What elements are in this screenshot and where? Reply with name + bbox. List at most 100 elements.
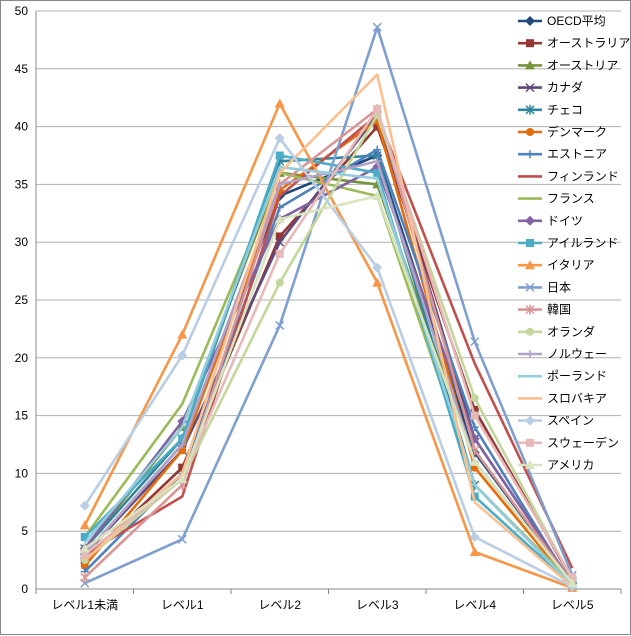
y-tick-label: 0 [21, 582, 28, 596]
data-point [177, 474, 188, 484]
data-point [372, 262, 383, 273]
data-point [274, 214, 285, 224]
data-point [79, 500, 90, 511]
legend-label: 日本 [547, 280, 571, 294]
series-line [83, 194, 574, 585]
data-point [470, 423, 479, 432]
data-point [372, 277, 383, 287]
data-point [275, 151, 284, 160]
data-point [275, 232, 284, 241]
series-line [83, 73, 574, 588]
legend-label: フィンランド [547, 169, 619, 183]
legend-label: デンマーク [547, 124, 607, 139]
data-point [373, 168, 382, 177]
data-point [80, 532, 89, 541]
legend-marker [525, 83, 535, 93]
x-tick-label: レベル1未満 [51, 598, 118, 612]
data-point [372, 190, 383, 200]
data-point [275, 237, 285, 247]
data-point [568, 573, 577, 582]
data-point [373, 145, 382, 154]
legend-label: スウェーデン [547, 435, 619, 450]
legend-marker [526, 350, 534, 358]
legend-label: アイルランド [547, 236, 618, 250]
legend-marker [526, 150, 534, 159]
data-point [178, 463, 187, 472]
legend-label: ポーランド [547, 369, 607, 383]
data-point [275, 278, 284, 287]
series-line [83, 165, 574, 584]
legend-label: スロバキア [547, 391, 607, 405]
data-point [470, 394, 479, 403]
y-tick-label: 50 [15, 4, 29, 18]
legend-marker [525, 104, 535, 115]
legend-marker [526, 128, 534, 136]
legend-label: オーストラリア [547, 36, 630, 50]
legend-label: フランス [547, 192, 595, 206]
legend-marker [526, 327, 534, 336]
series-line [83, 171, 574, 585]
data-point [470, 337, 480, 347]
legend-label: イタリア [547, 258, 595, 272]
data-point [373, 105, 382, 114]
y-tick-label: 30 [15, 235, 29, 249]
data-point [177, 329, 188, 339]
data-point [177, 350, 188, 361]
y-tick-label: 15 [15, 409, 29, 423]
data-point [373, 122, 382, 131]
legend-marker [525, 415, 535, 426]
data-point [274, 98, 285, 108]
series-line [84, 113, 574, 569]
data-point [469, 547, 480, 557]
series-line [83, 102, 573, 590]
x-tick-label: レベル3 [356, 598, 399, 612]
series-line [83, 154, 574, 587]
x-tick-label: レベル2 [258, 598, 301, 612]
data-point [79, 543, 90, 553]
y-tick-label: 5 [21, 524, 28, 538]
data-point [470, 411, 479, 420]
series-line [83, 136, 573, 588]
legend-label: チェコ [547, 103, 583, 117]
series-line [83, 171, 574, 585]
data-point [80, 572, 90, 583]
legend-label: エストニア [547, 147, 607, 161]
legend-marker [525, 460, 535, 469]
y-tick-label: 20 [15, 351, 29, 365]
y-tick-label: 25 [15, 293, 29, 307]
legend-label: OECD平均 [547, 14, 606, 28]
legend-label: スペイン [547, 414, 594, 428]
legend-marker [525, 215, 535, 226]
data-point [469, 456, 480, 466]
legend-marker [525, 16, 535, 26]
data-point [80, 550, 89, 559]
legend-marker [526, 39, 534, 48]
legend-marker [525, 304, 535, 315]
data-point [567, 578, 578, 588]
data-point [79, 520, 90, 530]
data-point [178, 440, 187, 449]
data-point [372, 22, 382, 32]
legend-label: オランダ [547, 324, 595, 339]
legend-label: ドイツ [547, 214, 583, 228]
data-point [178, 434, 187, 443]
legend-label: ノルウェー [547, 347, 607, 361]
y-tick-label: 45 [15, 62, 29, 76]
data-point [177, 534, 187, 544]
series-line [83, 107, 574, 584]
data-point [275, 320, 285, 330]
legend-marker [526, 239, 534, 247]
x-tick-label: レベル5 [551, 598, 594, 612]
series-line [83, 165, 574, 587]
y-tick-label: 40 [15, 120, 29, 134]
legend-marker [525, 60, 535, 70]
data-point [470, 405, 479, 414]
x-tick-label: レベル1 [161, 598, 204, 612]
legend-marker [526, 438, 534, 447]
legend-marker [525, 282, 535, 292]
series-line [84, 25, 574, 585]
data-point [275, 249, 284, 258]
y-tick-label: 10 [15, 466, 29, 480]
